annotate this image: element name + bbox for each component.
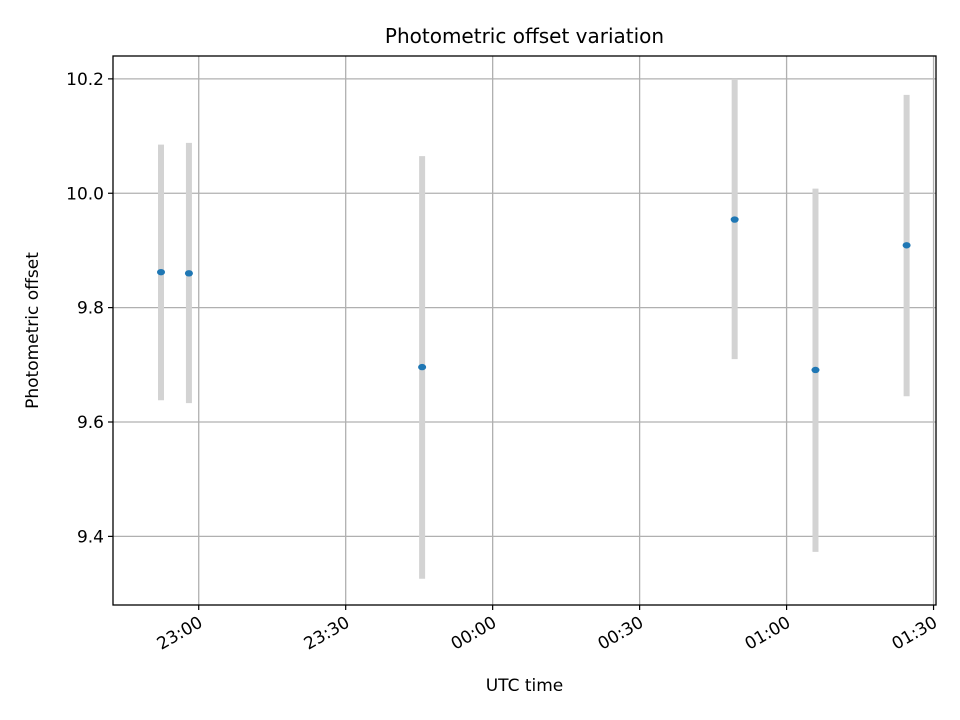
y-tick-label: 9.4	[77, 527, 104, 547]
y-axis-label: Photometric offset	[23, 252, 43, 409]
data-point	[811, 366, 820, 374]
plot-frame	[112, 55, 937, 606]
x-axis-label: UTC time	[486, 676, 564, 696]
y-axis-ticks: 9.4 9.6 9.8 10.0 10.2	[66, 70, 113, 547]
y-tick-label: 9.6	[77, 413, 104, 433]
chart-title: Photometric offset variation	[385, 24, 664, 48]
grid-lines	[113, 56, 936, 605]
y-tick-label: 10.0	[66, 184, 104, 204]
data-point	[902, 242, 911, 249]
y-tick-label: 10.2	[66, 70, 104, 90]
data-points	[157, 216, 911, 374]
data-point	[418, 363, 427, 371]
data-point	[157, 268, 166, 276]
data-point	[184, 270, 193, 277]
data-point	[730, 216, 739, 223]
y-tick-label: 9.8	[77, 299, 104, 319]
